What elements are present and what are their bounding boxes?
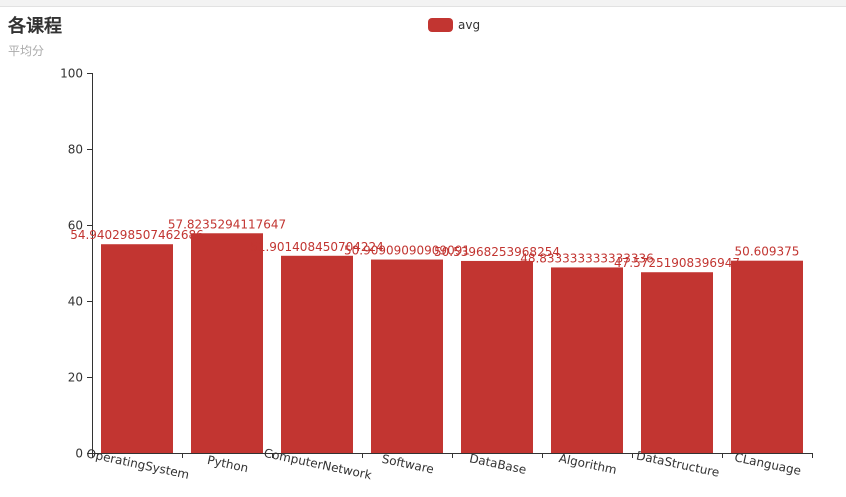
bar-series (101, 233, 803, 453)
legend-label: avg (458, 18, 481, 32)
x-tick-label: CLanguage (733, 450, 802, 478)
chart-title: 各课程 (8, 16, 62, 37)
bar-value-label: 51.901408450704224 (250, 240, 384, 254)
y-tick-label: 80 (68, 143, 83, 157)
bar[interactable] (461, 260, 533, 453)
y-tick-label: 0 (75, 447, 83, 461)
y-tick-label: 100 (60, 67, 83, 81)
bar[interactable] (641, 272, 713, 453)
bar-value-label: 50.53968253968254 (434, 245, 560, 259)
bar-value-label: 48.833333333333336 (520, 251, 654, 265)
y-axis: 0 20 40 60 80 100 (60, 67, 93, 461)
bar[interactable] (731, 260, 803, 453)
chart-subtitle: 平均分 (8, 44, 45, 58)
x-tick-label: Algorithm (558, 451, 618, 477)
legend-swatch (428, 18, 453, 32)
x-tick-label: Python (206, 453, 250, 475)
window-top-strip (0, 0, 846, 7)
y-tick-label: 40 (68, 295, 83, 309)
bar-value-label: 47.57251908396947 (614, 256, 740, 270)
bar[interactable] (281, 255, 353, 453)
bar[interactable] (191, 233, 263, 453)
bar[interactable] (551, 267, 623, 453)
legend-item-avg[interactable]: avg (428, 17, 480, 33)
bar-value-label: 50.90909090909091 (344, 244, 470, 258)
y-tick-label: 60 (68, 219, 83, 233)
bar-value-label: 50.609375 (735, 245, 800, 259)
bar[interactable] (371, 259, 443, 453)
bar-value-label: 57.8235294117647 (168, 217, 286, 231)
bar[interactable] (101, 244, 173, 453)
bar-value-label: 54.940298507462686 (70, 228, 204, 242)
x-tick-label: Software (381, 452, 436, 477)
y-tick-label: 20 (68, 371, 83, 385)
x-tick-label: DataBase (468, 451, 528, 477)
